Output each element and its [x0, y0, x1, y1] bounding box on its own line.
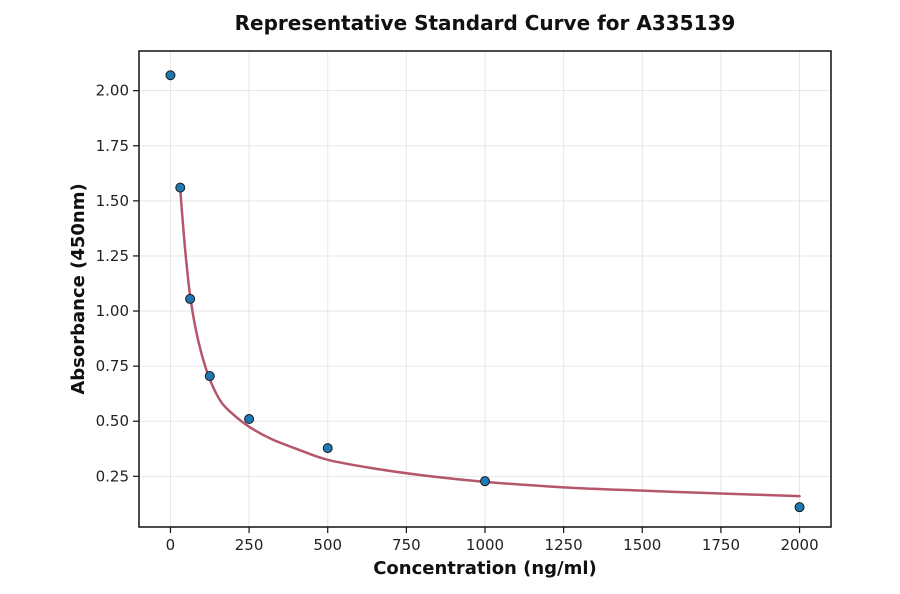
y-tick-label: 2.00: [96, 82, 129, 100]
x-axis-label: Concentration (ng/ml): [373, 558, 597, 579]
y-tick-label: 1.00: [96, 302, 129, 320]
y-tick-label: 1.50: [96, 192, 129, 210]
data-points-layer: [165, 70, 805, 513]
x-tick-label: 0: [166, 536, 176, 554]
data-point: [794, 502, 805, 513]
x-tick-label: 1250: [545, 536, 583, 554]
x-axis-ticks: 0 250 500 750 1000 1250 1500 1750 2000: [166, 527, 819, 554]
x-tick-label: 250: [235, 536, 264, 554]
grid-lines: [139, 51, 831, 527]
data-point: [175, 182, 186, 193]
y-axis-label: Absorbance (450nm): [68, 183, 89, 394]
fit-curve-line: [179, 188, 801, 498]
data-point: [185, 293, 196, 304]
x-tick-label: 750: [392, 536, 421, 554]
data-point: [165, 70, 176, 81]
y-tick-label: 0.25: [96, 467, 129, 485]
chart-title: Representative Standard Curve for A33513…: [235, 11, 736, 35]
x-tick-label: 2000: [780, 536, 818, 554]
fit-curve-layer: [179, 188, 801, 498]
data-point: [480, 476, 490, 487]
x-tick-label: 1000: [466, 536, 504, 554]
y-tick-label: 0.75: [96, 357, 129, 375]
data-point: [322, 443, 333, 454]
x-tick-label: 1500: [623, 536, 661, 554]
x-tick-label: 1750: [702, 536, 740, 554]
y-tick-label: 1.25: [96, 247, 129, 265]
x-tick-label: 500: [313, 536, 342, 554]
y-tick-label: 1.75: [96, 137, 129, 155]
data-point: [244, 414, 255, 425]
y-tick-label: 0.50: [96, 412, 129, 430]
y-axis-ticks: 0.25 0.50 0.75 1.00 1.25 1.50 1.75 2.00: [96, 82, 139, 485]
data-point: [204, 371, 215, 382]
